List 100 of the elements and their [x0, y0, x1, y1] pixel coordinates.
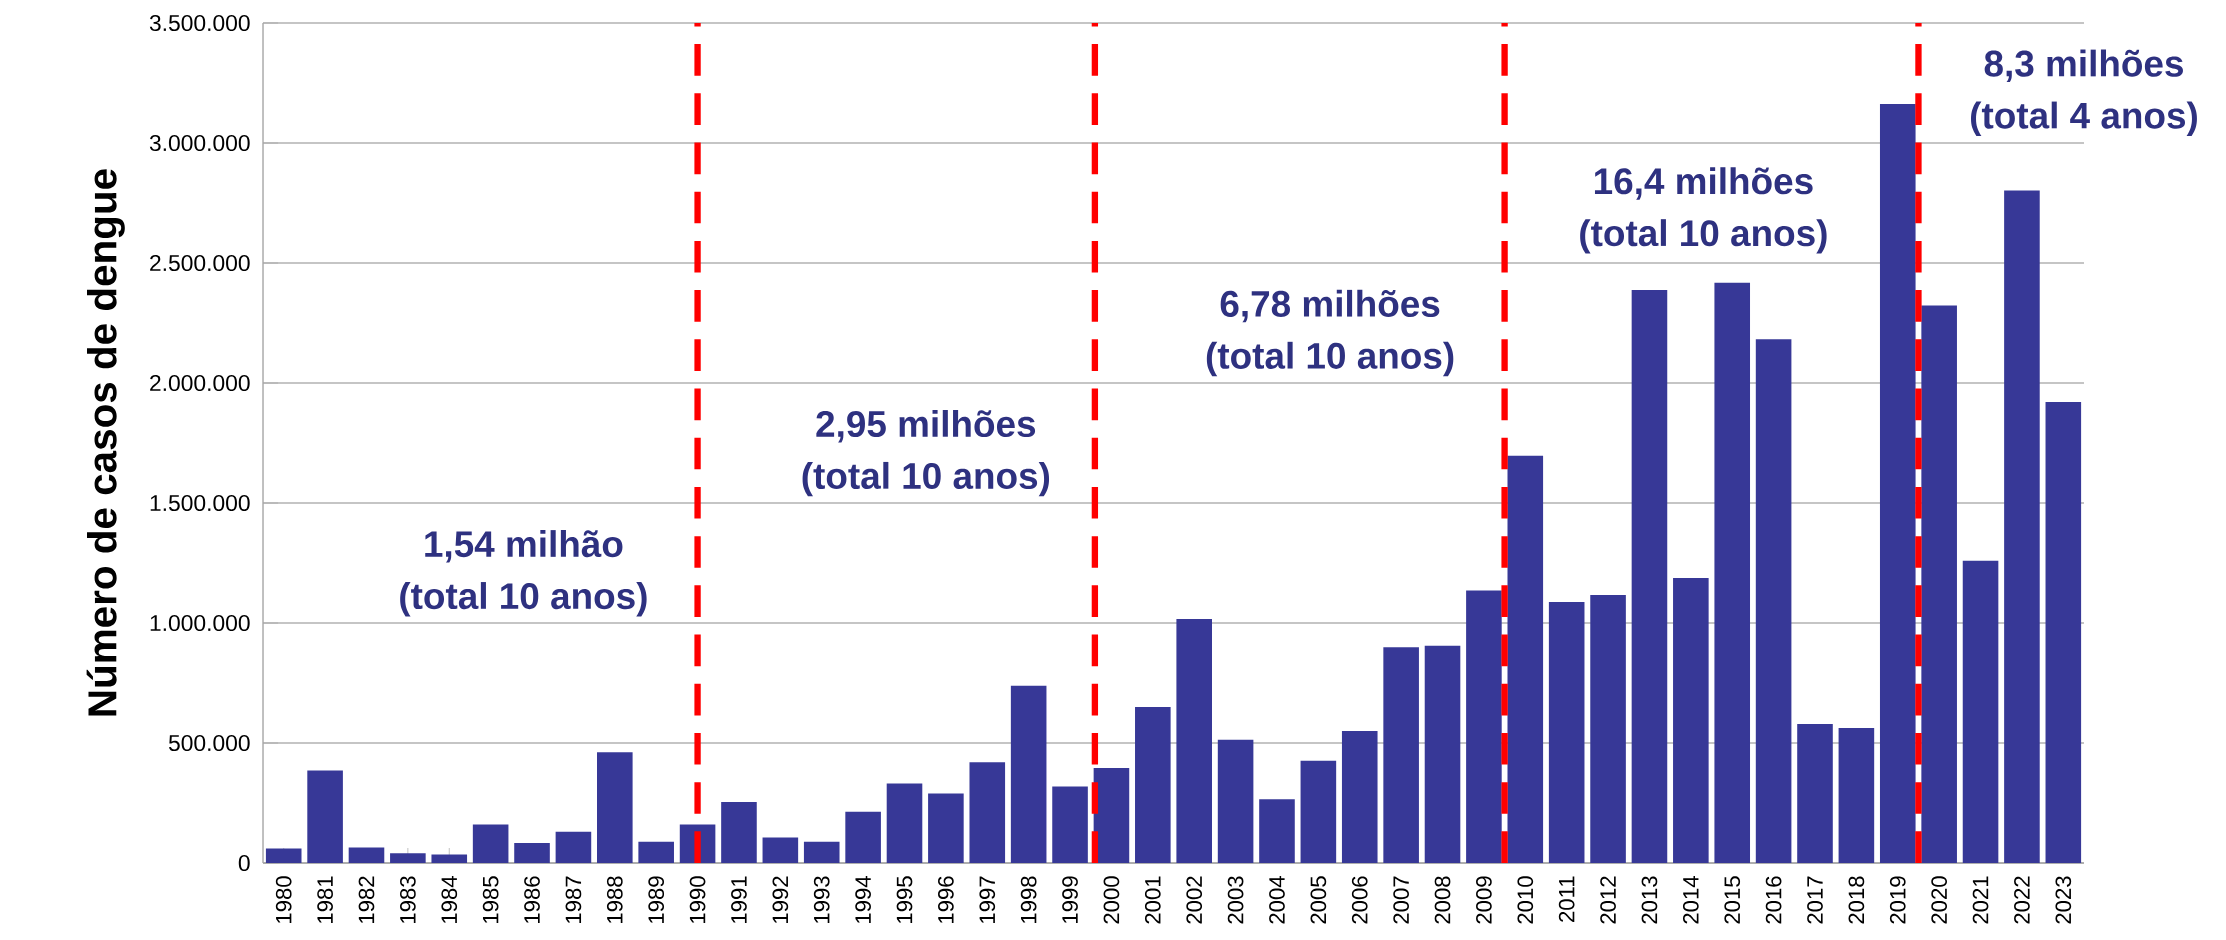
x-tick-label: 2010	[1517, 876, 1534, 924]
x-tick-label: 1992	[772, 876, 789, 923]
x-tick-label: 1995	[896, 876, 913, 923]
bar	[472, 824, 509, 863]
annotation: 8,3 milhões	[1984, 49, 2183, 83]
bar	[431, 854, 468, 863]
y-tick-label: 500.000	[168, 734, 250, 752]
x-tick-label: 2016	[1765, 876, 1782, 924]
x-tick-label: 2018	[1848, 876, 1865, 924]
x-tick-label: 1999	[1062, 876, 1078, 923]
annotation: (total 4 anos)	[1971, 101, 2197, 136]
x-tick-label: 2015	[1724, 876, 1741, 924]
bar	[969, 762, 1006, 863]
bar	[348, 847, 385, 863]
bar	[1135, 707, 1171, 863]
bar	[886, 783, 923, 863]
bar	[307, 770, 343, 863]
x-tick-label: 2007	[1393, 876, 1409, 924]
x-tick-label: 2003	[1227, 876, 1244, 924]
x-tick-label: 1997	[979, 876, 996, 923]
x-tick-label: 2023	[2055, 876, 2072, 924]
bar	[1962, 560, 1999, 863]
bar	[1466, 590, 1502, 863]
x-tick-label: 2005	[1310, 876, 1327, 924]
bar	[1838, 728, 1875, 863]
bar	[1383, 647, 1419, 863]
annotation: 16,4 milhões	[1594, 167, 1813, 200]
bar	[1714, 282, 1751, 863]
x-tick-label: 2009	[1476, 876, 1492, 924]
x-tick-label: 1986	[524, 876, 540, 923]
x-tick-label: 2011	[1558, 876, 1575, 922]
y-tick-label: 1.500.000	[150, 494, 250, 512]
y-tick-label: 2.500.000	[150, 254, 250, 272]
x-tick-label: 2022	[2014, 876, 2030, 924]
x-tick-label: 2008	[1434, 876, 1451, 924]
bar	[1673, 577, 1709, 863]
bar	[1259, 799, 1295, 863]
annotation: (total 10 anos)	[400, 582, 647, 617]
annotation: 6,78 milhões	[1220, 289, 1440, 323]
y-axis-title: Número de casos de dengue	[86, 169, 125, 716]
x-tick-label: 1989	[648, 876, 665, 923]
annotation: 2,95 milhões	[816, 409, 1036, 443]
bar	[762, 837, 799, 863]
bar	[845, 811, 881, 863]
bar	[1755, 339, 1792, 863]
bar	[2004, 190, 2040, 863]
x-tick-label: 2001	[1144, 876, 1161, 924]
y-tick-label: 3.500.000	[149, 14, 250, 32]
y-tick-label: 2.000.000	[150, 374, 250, 392]
bar	[1176, 618, 1212, 863]
bar	[265, 848, 302, 863]
bar	[597, 752, 633, 863]
bar	[2045, 401, 2082, 863]
bar	[928, 793, 964, 863]
bar	[1548, 601, 1585, 863]
x-tick-label: 2021	[1972, 876, 1989, 924]
bar	[1300, 760, 1337, 863]
annotation: (total 10 anos)	[1580, 219, 1827, 254]
x-tick-label: 1981	[317, 876, 333, 923]
bar	[1010, 685, 1047, 863]
annotation: 1,54 milhão	[425, 530, 623, 563]
x-tick-label: 1993	[813, 876, 830, 923]
y-tick-label: 0	[238, 854, 250, 872]
x-tick-label: 2017	[1807, 876, 1823, 924]
x-tick-label: 2020	[1931, 876, 1947, 924]
bar	[390, 853, 426, 863]
x-tick-label: 1988	[606, 876, 623, 923]
x-tick-label: 1990	[689, 876, 706, 923]
x-tick-label: 2002	[1186, 876, 1203, 924]
annotation: (total 10 anos)	[1206, 341, 1454, 377]
bar	[1093, 767, 1130, 863]
x-tick-label: 1985	[482, 876, 499, 923]
y-tick-label: 3.000.000	[149, 134, 250, 152]
x-tick-label: 1984	[441, 876, 458, 923]
bar	[1424, 645, 1461, 863]
x-tick-label: 2000	[1103, 876, 1120, 924]
bar	[1631, 289, 1668, 863]
x-tick-label: 2013	[1641, 876, 1658, 924]
x-tick-label: 1996	[938, 876, 954, 923]
annotation: (total 10 anos)	[802, 461, 1050, 497]
x-tick-label: 1983	[400, 876, 416, 923]
x-tick-label: 1982	[358, 876, 375, 923]
bar	[638, 841, 674, 863]
x-tick-label: 2006	[1351, 876, 1368, 924]
bar	[1052, 786, 1088, 863]
bar	[1797, 724, 1833, 863]
x-tick-label: 2012	[1600, 876, 1616, 924]
x-tick-label: 2019	[1889, 876, 1906, 924]
x-tick-label: 1994	[855, 876, 871, 923]
bar	[803, 841, 840, 863]
bar	[555, 831, 592, 863]
x-tick-label: 2014	[1682, 876, 1699, 924]
bar	[1341, 731, 1378, 863]
x-tick-label: 1980	[275, 876, 292, 923]
x-tick-label: 1991	[731, 876, 747, 923]
x-tick-label: 2004	[1269, 876, 1285, 924]
bar	[514, 843, 550, 863]
bar	[1590, 594, 1626, 863]
y-tick-label: 1.000.000	[150, 614, 250, 632]
bar	[1217, 739, 1254, 863]
